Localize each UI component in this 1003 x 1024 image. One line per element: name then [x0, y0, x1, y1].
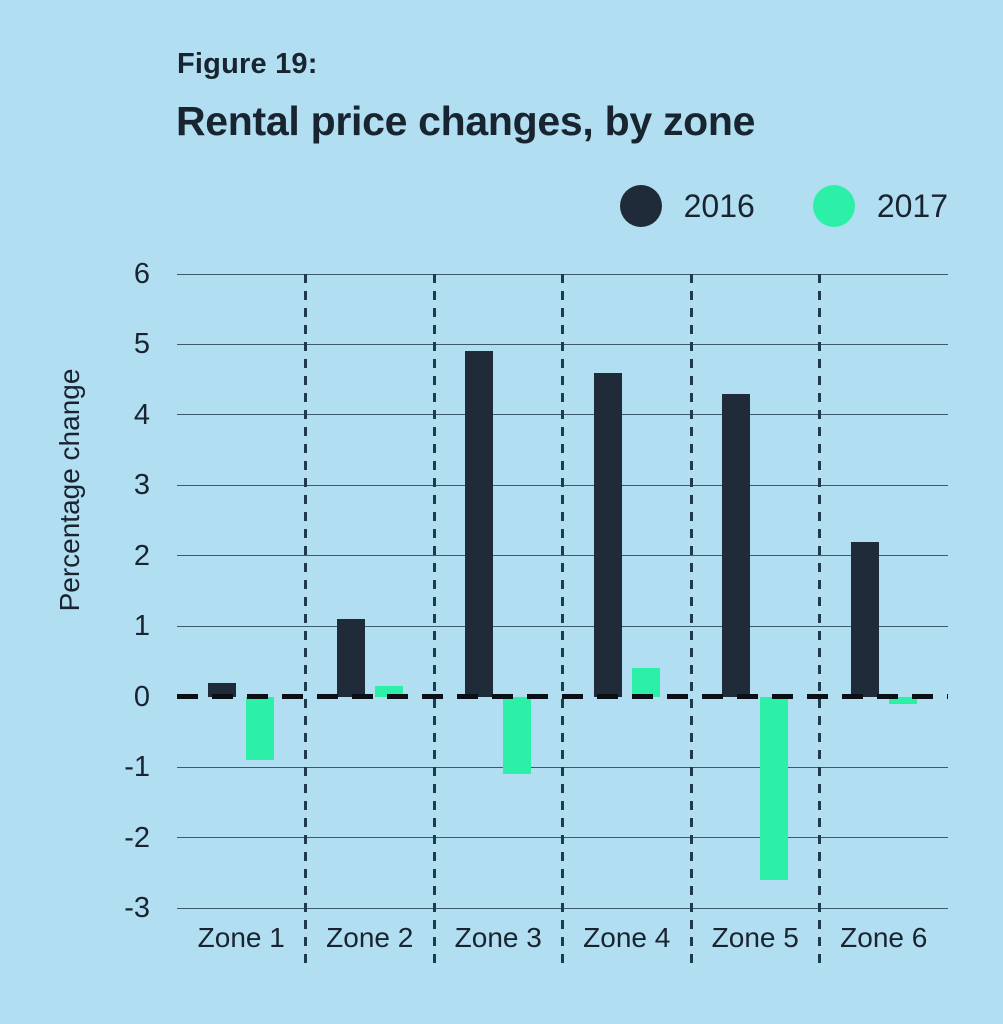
- zone-divider: [561, 274, 564, 966]
- bar-2017-zone-4: [631, 668, 660, 697]
- bar-2016-zone-4: [593, 372, 622, 697]
- zone-divider: [689, 274, 693, 966]
- legend-label-2017: 2017: [876, 187, 948, 224]
- y-tick-label: 4: [133, 398, 150, 431]
- bar-2017-zone-3: [503, 696, 532, 775]
- bar-2016-zone-1: [208, 682, 237, 697]
- x-axis-label-zone-2: Zone 2: [326, 922, 414, 953]
- bar-2017-zone-1: [246, 696, 275, 761]
- zone-divider: [818, 274, 821, 966]
- x-axis-label-zone-1: Zone 1: [197, 922, 285, 953]
- y-tick-label: -3: [124, 892, 150, 924]
- x-axis-label-zone-5: Zone 5: [711, 922, 799, 953]
- legend-item-2017: 2017: [812, 185, 948, 227]
- y-tick-label: 1: [133, 610, 150, 643]
- x-axis-label-zone-3: Zone 3: [454, 922, 542, 953]
- bar-2016-zone-2: [336, 619, 365, 697]
- bar-2016-zone-6: [850, 541, 879, 697]
- legend-label-2016: 2016: [683, 187, 755, 224]
- zone-divider: [304, 274, 307, 966]
- zone-divider: [432, 274, 436, 966]
- legend-swatch-2017: [812, 185, 855, 227]
- y-tick-label: 3: [133, 469, 150, 502]
- chart-title: Rental price changes, by zone: [176, 98, 756, 144]
- bar-2016-zone-5: [722, 393, 751, 697]
- legend-item-2016: 2016: [619, 185, 755, 227]
- bar-2017-zone-2: [374, 686, 403, 697]
- bar-2016-zone-3: [465, 351, 494, 697]
- figure-label: Figure 19:: [177, 48, 318, 80]
- bar-2017-zone-5: [760, 696, 789, 880]
- y-tick-label: 0: [133, 680, 150, 713]
- zero-line: [177, 694, 948, 700]
- y-tick-label: 2: [133, 539, 150, 572]
- y-tick-label: -2: [124, 821, 150, 854]
- bar-2017-zone-6: [888, 696, 917, 704]
- chart-legend: 2016 2017: [619, 185, 948, 227]
- y-tick-label: -1: [124, 751, 150, 784]
- x-axis-label-zone-6: Zone 6: [840, 922, 928, 953]
- legend-swatch-2016: [619, 185, 662, 227]
- y-tick-label: 6: [133, 258, 150, 290]
- x-axis-label-zone-4: Zone 4: [583, 922, 671, 953]
- y-tick-label: 5: [133, 328, 150, 361]
